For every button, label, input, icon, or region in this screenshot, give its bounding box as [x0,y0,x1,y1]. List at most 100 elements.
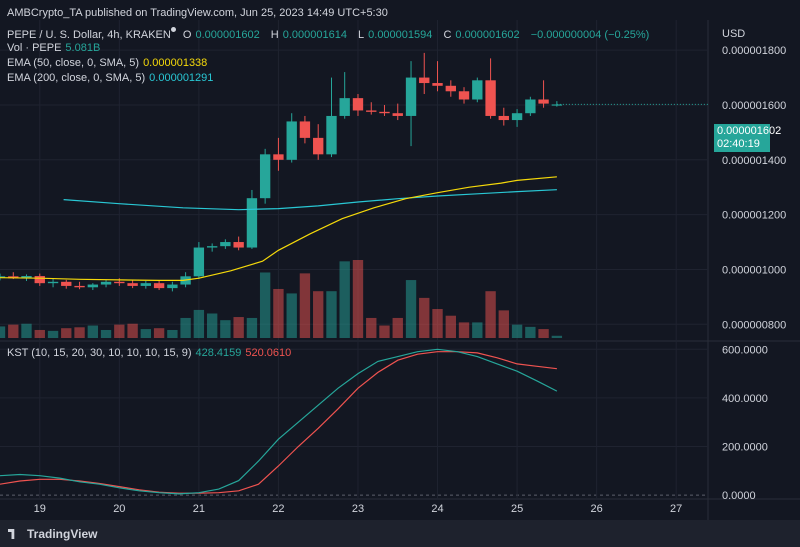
ohlc-high: H 0.000001614 [270,29,347,41]
volume-bar [100,329,112,338]
volume-bar [259,272,271,338]
volume-bar [273,288,284,338]
candle-body [511,113,523,121]
candle-body [299,121,311,138]
candle-body [392,113,403,116]
candle-body [220,242,231,247]
volume-bar [498,310,509,338]
volume-bar [432,309,443,338]
tradingview-logo[interactable]: TradingView [8,527,97,541]
volume-bar [8,324,19,338]
tradingview-logo-icon [8,529,15,539]
last-price: 0.000001602 [717,125,782,137]
bar-countdown: 02:40:19 [717,138,760,150]
candle-body [313,137,324,155]
volume-bar [167,329,178,338]
volume-bar [193,309,205,338]
volume-bar [392,317,403,338]
candle-body [538,99,549,104]
candle-body [525,99,536,114]
candle-body [352,98,364,111]
ohlc-close: C 0.000001602 [443,29,520,41]
volume-bar [246,317,258,338]
volume-bar [286,293,297,338]
volume-bar [206,313,218,338]
candle-body [0,276,6,278]
kst-legend: KST (10, 15, 20, 30, 10, 10, 10, 15, 9) 4… [7,347,292,359]
volume-bar [339,261,350,338]
candle-body [498,115,509,121]
candle-body [458,91,470,100]
last-price-badge: 0.000001602 02:40:19 [714,124,782,152]
time-tick-label: 21 [193,503,205,515]
volume-bar [180,317,191,338]
volume-bar [0,326,6,338]
volume-bar [511,324,523,338]
volume-bar [326,291,337,338]
volume-bar [445,315,456,338]
ema50-legend: EMA (50, close, 0, SMA, 5) 0.000001338 [7,57,208,69]
volume-bar [472,322,483,338]
kst-tick-label: 0.0000 [722,490,756,502]
time-tick-label: 20 [113,503,125,515]
volume-bar [551,335,563,338]
ema50-line [0,176,557,281]
kst-tick-label: 200.0000 [722,442,768,454]
time-tick-label: 26 [591,503,603,515]
candle-body [379,111,390,114]
volume-bar [538,329,549,338]
price-tick-label: 0.000001200 [722,210,786,222]
ohlc-change: −0.000000004 (−0.25%) [530,29,650,41]
candle-body [366,110,377,112]
volume-bar [419,297,430,338]
kst-signal-line [0,351,557,494]
candle-body [419,77,430,84]
volume-bars [0,260,563,338]
candle-body [87,284,99,288]
chart-grid [0,20,800,520]
volume-bar [61,328,72,338]
currency-label: USD [722,28,746,40]
volume-legend: Vol · PEPE 5.081B [7,42,101,54]
time-tick-label: 25 [511,503,523,515]
candle-body [153,283,165,289]
volume-bar [74,327,85,338]
kst-line [0,348,558,495]
candle-body [246,198,258,248]
symbol-title: PEPE / U. S. Dollar, 4h, KRAKEN [7,29,171,41]
candle-body [326,115,337,155]
volume-bar [140,329,151,338]
volume-bar [87,325,99,338]
time-tick-label: 22 [272,503,284,515]
volume-bar [233,317,244,338]
candle-body [100,281,112,285]
time-tick-label: 23 [352,503,364,515]
price-tick-label: 0.000000800 [722,319,786,331]
time-tick-label: 27 [670,503,682,515]
candle-body [114,281,125,284]
candle-body [339,98,350,116]
kst-tick-label: 400.0000 [722,393,768,405]
time-tick-label: 19 [34,503,46,515]
axis-labels: 0.0000018000.0000016000.0000014000.00000… [34,45,787,515]
volume-bar [34,329,45,338]
footer: TradingView [0,520,800,547]
volume-bar [525,326,536,338]
candle-body [432,83,443,86]
volume-bar [47,330,59,338]
candle-body [445,85,456,92]
candle-body [34,276,45,284]
volume-bar [127,323,138,338]
candle-body [233,242,244,248]
candle-body [21,276,32,279]
volume-bar [21,323,32,338]
volume-bar [114,324,125,338]
price-tick-label: 0.000001000 [722,264,786,276]
candle-body [273,154,284,160]
ema200-line [63,189,557,211]
kst-tick-label: 600.0000 [722,344,768,356]
candle-body [405,77,417,116]
volume-bar [153,328,165,338]
candlesticks [0,52,563,292]
